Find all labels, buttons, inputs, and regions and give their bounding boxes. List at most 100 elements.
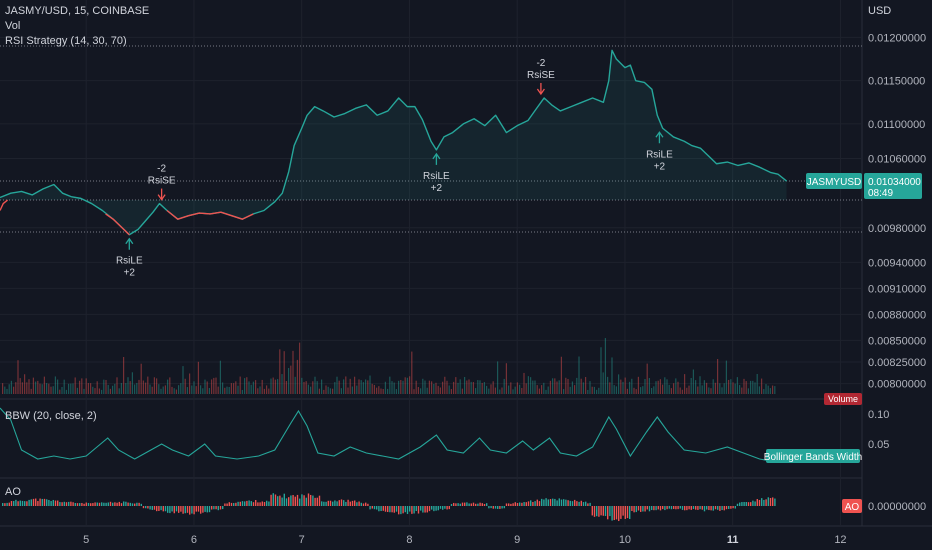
price-line bbox=[0, 49, 788, 236]
ao-bar bbox=[272, 493, 274, 506]
ao-bar bbox=[305, 497, 307, 506]
y-tick-label: 0.00980000 bbox=[868, 223, 926, 235]
ao-bar bbox=[402, 506, 404, 514]
ao-bar bbox=[92, 503, 94, 506]
ao-bar bbox=[204, 506, 206, 512]
annotation-label: RsiSE bbox=[527, 70, 555, 81]
ao-bar bbox=[684, 506, 686, 511]
volume-bar bbox=[288, 368, 290, 394]
ao-bar bbox=[565, 499, 567, 506]
ao-bar bbox=[382, 506, 384, 511]
ao-bar bbox=[167, 506, 169, 513]
volume-bar bbox=[393, 382, 395, 394]
volume-bar bbox=[558, 380, 560, 394]
ao-bar bbox=[202, 506, 204, 513]
volume-bar bbox=[404, 377, 406, 394]
volume-bar bbox=[35, 381, 37, 394]
ao-bar bbox=[532, 501, 534, 506]
ao-bar bbox=[50, 501, 52, 506]
ao-bar bbox=[657, 506, 659, 510]
volume-bar bbox=[675, 378, 677, 394]
ao-bar bbox=[571, 501, 574, 506]
volume-bar bbox=[461, 388, 463, 394]
ao-bar bbox=[508, 503, 510, 506]
ao-bar bbox=[745, 501, 747, 506]
ao-bar bbox=[679, 506, 681, 509]
volume-bar bbox=[681, 389, 683, 394]
volume-bar bbox=[534, 380, 536, 394]
volume-bar bbox=[431, 381, 433, 394]
volume-bar bbox=[87, 383, 89, 394]
symbol-title[interactable]: JASMY/USD, 15, COINBASE bbox=[5, 5, 150, 17]
ao-bar bbox=[252, 502, 255, 506]
strategy-label[interactable]: RSI Strategy (14, 30, 70) bbox=[5, 35, 127, 47]
volume-bar bbox=[92, 386, 94, 394]
ao-bar bbox=[536, 499, 538, 506]
ao-bar bbox=[318, 495, 321, 506]
volume-bar bbox=[70, 383, 72, 394]
volume-bar bbox=[76, 387, 78, 394]
ao-title[interactable]: AO bbox=[5, 486, 21, 498]
ao-bar bbox=[35, 498, 37, 506]
ao-bar bbox=[266, 500, 268, 506]
ao-bar bbox=[483, 503, 486, 506]
ao-bar bbox=[615, 506, 618, 520]
volume-bar bbox=[659, 379, 661, 394]
ao-bar bbox=[142, 506, 145, 509]
volume-bar bbox=[13, 386, 15, 394]
ao-bar bbox=[13, 501, 15, 506]
ao-bar bbox=[307, 493, 310, 506]
volume-bar bbox=[717, 359, 719, 394]
y-tick-label: 0.00800000 bbox=[868, 379, 926, 391]
volume-bar bbox=[648, 378, 650, 394]
volume-bar bbox=[719, 383, 721, 394]
volume-bar bbox=[252, 381, 254, 394]
volume-bar bbox=[450, 389, 452, 394]
ao-bar bbox=[24, 501, 26, 506]
ao-bar bbox=[162, 506, 164, 512]
ao-bar bbox=[263, 501, 266, 506]
volume-bar bbox=[422, 378, 424, 394]
volume-bar bbox=[503, 378, 505, 394]
volume-bar bbox=[263, 388, 265, 394]
volume-bar bbox=[499, 389, 501, 394]
ao-bar bbox=[510, 503, 512, 506]
ao-y-tick-label: 0.00000000 bbox=[868, 501, 926, 513]
ao-bar bbox=[547, 499, 549, 506]
ao-bar bbox=[312, 495, 314, 506]
volume-bar bbox=[310, 386, 312, 394]
x-tick-label: 8 bbox=[406, 534, 412, 546]
volume-bar bbox=[563, 389, 565, 394]
volume-bar bbox=[574, 385, 576, 394]
volume-bar bbox=[26, 382, 28, 394]
volume-bar bbox=[230, 383, 232, 394]
ao-bar bbox=[173, 506, 175, 514]
volume-bar bbox=[98, 388, 100, 394]
price-line-short-segment bbox=[0, 199, 8, 211]
ao-bar bbox=[648, 506, 651, 512]
ao-bar bbox=[15, 499, 17, 506]
ao-bar bbox=[523, 502, 525, 506]
y-tick-label: 0.01100000 bbox=[868, 119, 925, 131]
volume-bar bbox=[116, 377, 118, 394]
ao-bar bbox=[8, 502, 10, 506]
volume-bar bbox=[602, 372, 604, 394]
ao-bar bbox=[475, 503, 477, 506]
ao-bar bbox=[398, 506, 400, 515]
volume-bar bbox=[712, 379, 714, 394]
ao-bar bbox=[268, 501, 270, 506]
ao-bar bbox=[46, 499, 48, 506]
volume-bar bbox=[587, 389, 589, 394]
ao-bar bbox=[655, 506, 657, 511]
volume-bar bbox=[48, 383, 50, 394]
volume-bar bbox=[761, 378, 763, 394]
volume-bar bbox=[772, 385, 774, 394]
bbw-title[interactable]: BBW (20, close, 2) bbox=[5, 410, 97, 422]
ao-bar bbox=[81, 502, 83, 506]
ao-bar bbox=[294, 496, 296, 506]
volume-bar bbox=[609, 382, 611, 394]
volume-indicator-label[interactable]: Vol bbox=[5, 20, 21, 32]
volume-bar bbox=[545, 389, 547, 394]
volume-bar bbox=[747, 388, 749, 394]
